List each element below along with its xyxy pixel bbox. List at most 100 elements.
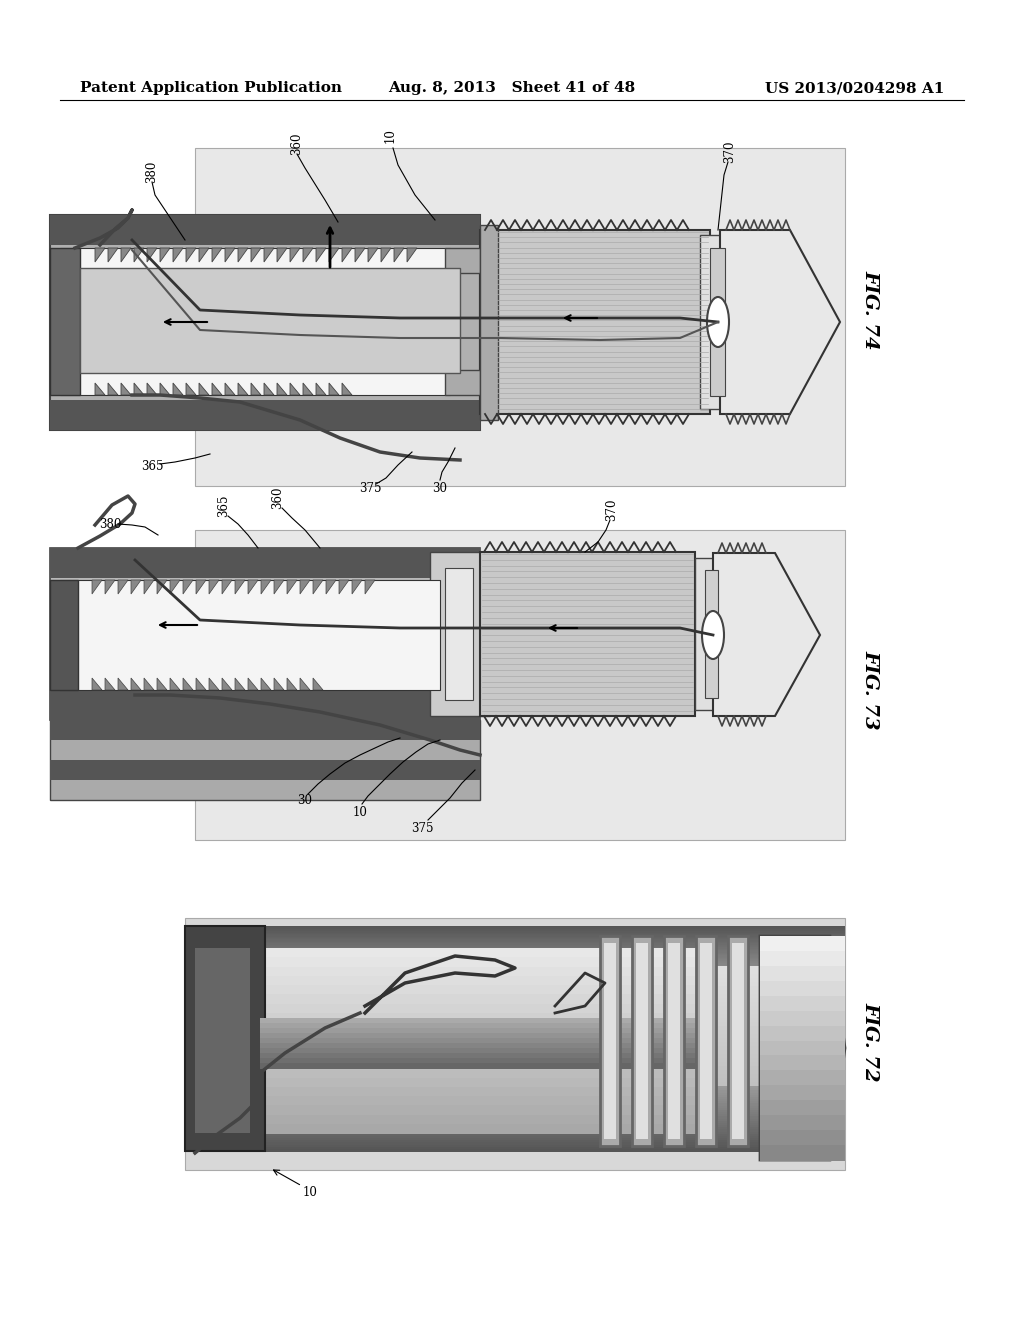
Bar bbox=[760, 1040, 845, 1056]
Bar bbox=[260, 1114, 710, 1125]
Bar bbox=[260, 948, 710, 958]
Polygon shape bbox=[760, 936, 845, 1160]
Bar bbox=[260, 994, 710, 1005]
Bar bbox=[185, 1086, 845, 1089]
Polygon shape bbox=[278, 248, 287, 261]
Text: 360: 360 bbox=[291, 133, 303, 156]
Polygon shape bbox=[287, 678, 297, 690]
Bar bbox=[50, 719, 480, 800]
Polygon shape bbox=[105, 579, 115, 594]
Bar bbox=[185, 1038, 845, 1043]
Bar bbox=[185, 932, 845, 933]
Bar bbox=[185, 1140, 845, 1143]
Polygon shape bbox=[209, 579, 219, 594]
Bar bbox=[445, 248, 480, 273]
Bar bbox=[185, 1110, 845, 1113]
Bar bbox=[50, 548, 480, 578]
Bar bbox=[185, 941, 845, 942]
Polygon shape bbox=[329, 248, 339, 261]
Polygon shape bbox=[170, 579, 180, 594]
Polygon shape bbox=[278, 383, 287, 395]
Bar bbox=[668, 942, 680, 1139]
Polygon shape bbox=[108, 248, 118, 261]
Bar bbox=[185, 1014, 845, 1019]
Polygon shape bbox=[287, 579, 297, 594]
Bar bbox=[185, 917, 845, 1170]
Bar bbox=[260, 1086, 710, 1097]
Bar bbox=[185, 970, 845, 974]
Bar bbox=[185, 1106, 845, 1109]
Bar bbox=[185, 964, 845, 965]
Polygon shape bbox=[313, 579, 323, 594]
Bar bbox=[260, 975, 710, 986]
Bar bbox=[185, 1078, 845, 1082]
Text: 365: 365 bbox=[217, 495, 230, 517]
Bar bbox=[185, 1090, 845, 1093]
Bar bbox=[695, 558, 713, 710]
Text: FIG. 74: FIG. 74 bbox=[861, 271, 879, 350]
Bar bbox=[260, 1105, 710, 1115]
Bar bbox=[50, 215, 480, 246]
Bar bbox=[50, 215, 480, 430]
Bar bbox=[185, 974, 845, 978]
Bar bbox=[185, 927, 265, 1151]
Bar bbox=[260, 1077, 710, 1088]
Bar bbox=[185, 1026, 845, 1031]
Polygon shape bbox=[381, 248, 391, 261]
Text: 375: 375 bbox=[411, 821, 433, 834]
Bar bbox=[185, 998, 845, 1002]
Bar bbox=[185, 957, 845, 958]
Polygon shape bbox=[394, 248, 404, 261]
Bar bbox=[185, 927, 845, 928]
Polygon shape bbox=[95, 383, 105, 395]
Bar bbox=[185, 950, 845, 952]
Polygon shape bbox=[160, 248, 170, 261]
Bar bbox=[760, 1144, 845, 1160]
Polygon shape bbox=[121, 248, 131, 261]
Polygon shape bbox=[157, 678, 167, 690]
Polygon shape bbox=[300, 678, 310, 690]
Bar bbox=[185, 1059, 845, 1063]
Bar bbox=[185, 994, 845, 998]
Text: 10: 10 bbox=[384, 128, 396, 144]
Text: 365: 365 bbox=[140, 459, 163, 473]
Polygon shape bbox=[183, 579, 193, 594]
Polygon shape bbox=[316, 383, 326, 395]
Bar bbox=[185, 1131, 845, 1134]
Bar bbox=[260, 1040, 710, 1051]
Polygon shape bbox=[186, 383, 196, 395]
Bar bbox=[760, 1101, 845, 1115]
Polygon shape bbox=[238, 248, 248, 261]
Bar bbox=[185, 1082, 845, 1086]
Bar bbox=[260, 1038, 710, 1044]
Bar bbox=[185, 949, 845, 950]
Polygon shape bbox=[261, 678, 271, 690]
Polygon shape bbox=[225, 383, 234, 395]
Bar bbox=[195, 531, 845, 840]
Polygon shape bbox=[147, 383, 157, 395]
Bar bbox=[760, 966, 845, 981]
Bar bbox=[185, 965, 845, 966]
Polygon shape bbox=[290, 248, 300, 261]
Bar bbox=[185, 982, 845, 986]
Polygon shape bbox=[248, 678, 258, 690]
Text: 370: 370 bbox=[605, 499, 618, 521]
Polygon shape bbox=[339, 579, 349, 594]
Polygon shape bbox=[329, 383, 339, 395]
Polygon shape bbox=[713, 553, 820, 715]
Bar bbox=[185, 953, 845, 954]
Polygon shape bbox=[248, 579, 258, 594]
Bar bbox=[260, 1023, 710, 1028]
Bar bbox=[185, 944, 845, 945]
Bar bbox=[185, 962, 845, 964]
Bar bbox=[185, 960, 845, 961]
Polygon shape bbox=[105, 678, 115, 690]
Bar bbox=[260, 1123, 710, 1134]
Bar bbox=[60, 248, 450, 395]
Polygon shape bbox=[274, 678, 284, 690]
Bar bbox=[185, 1134, 845, 1137]
Bar bbox=[50, 248, 80, 395]
Text: Patent Application Publication: Patent Application Publication bbox=[80, 81, 342, 95]
Bar bbox=[728, 936, 748, 1146]
Bar bbox=[760, 995, 845, 1011]
